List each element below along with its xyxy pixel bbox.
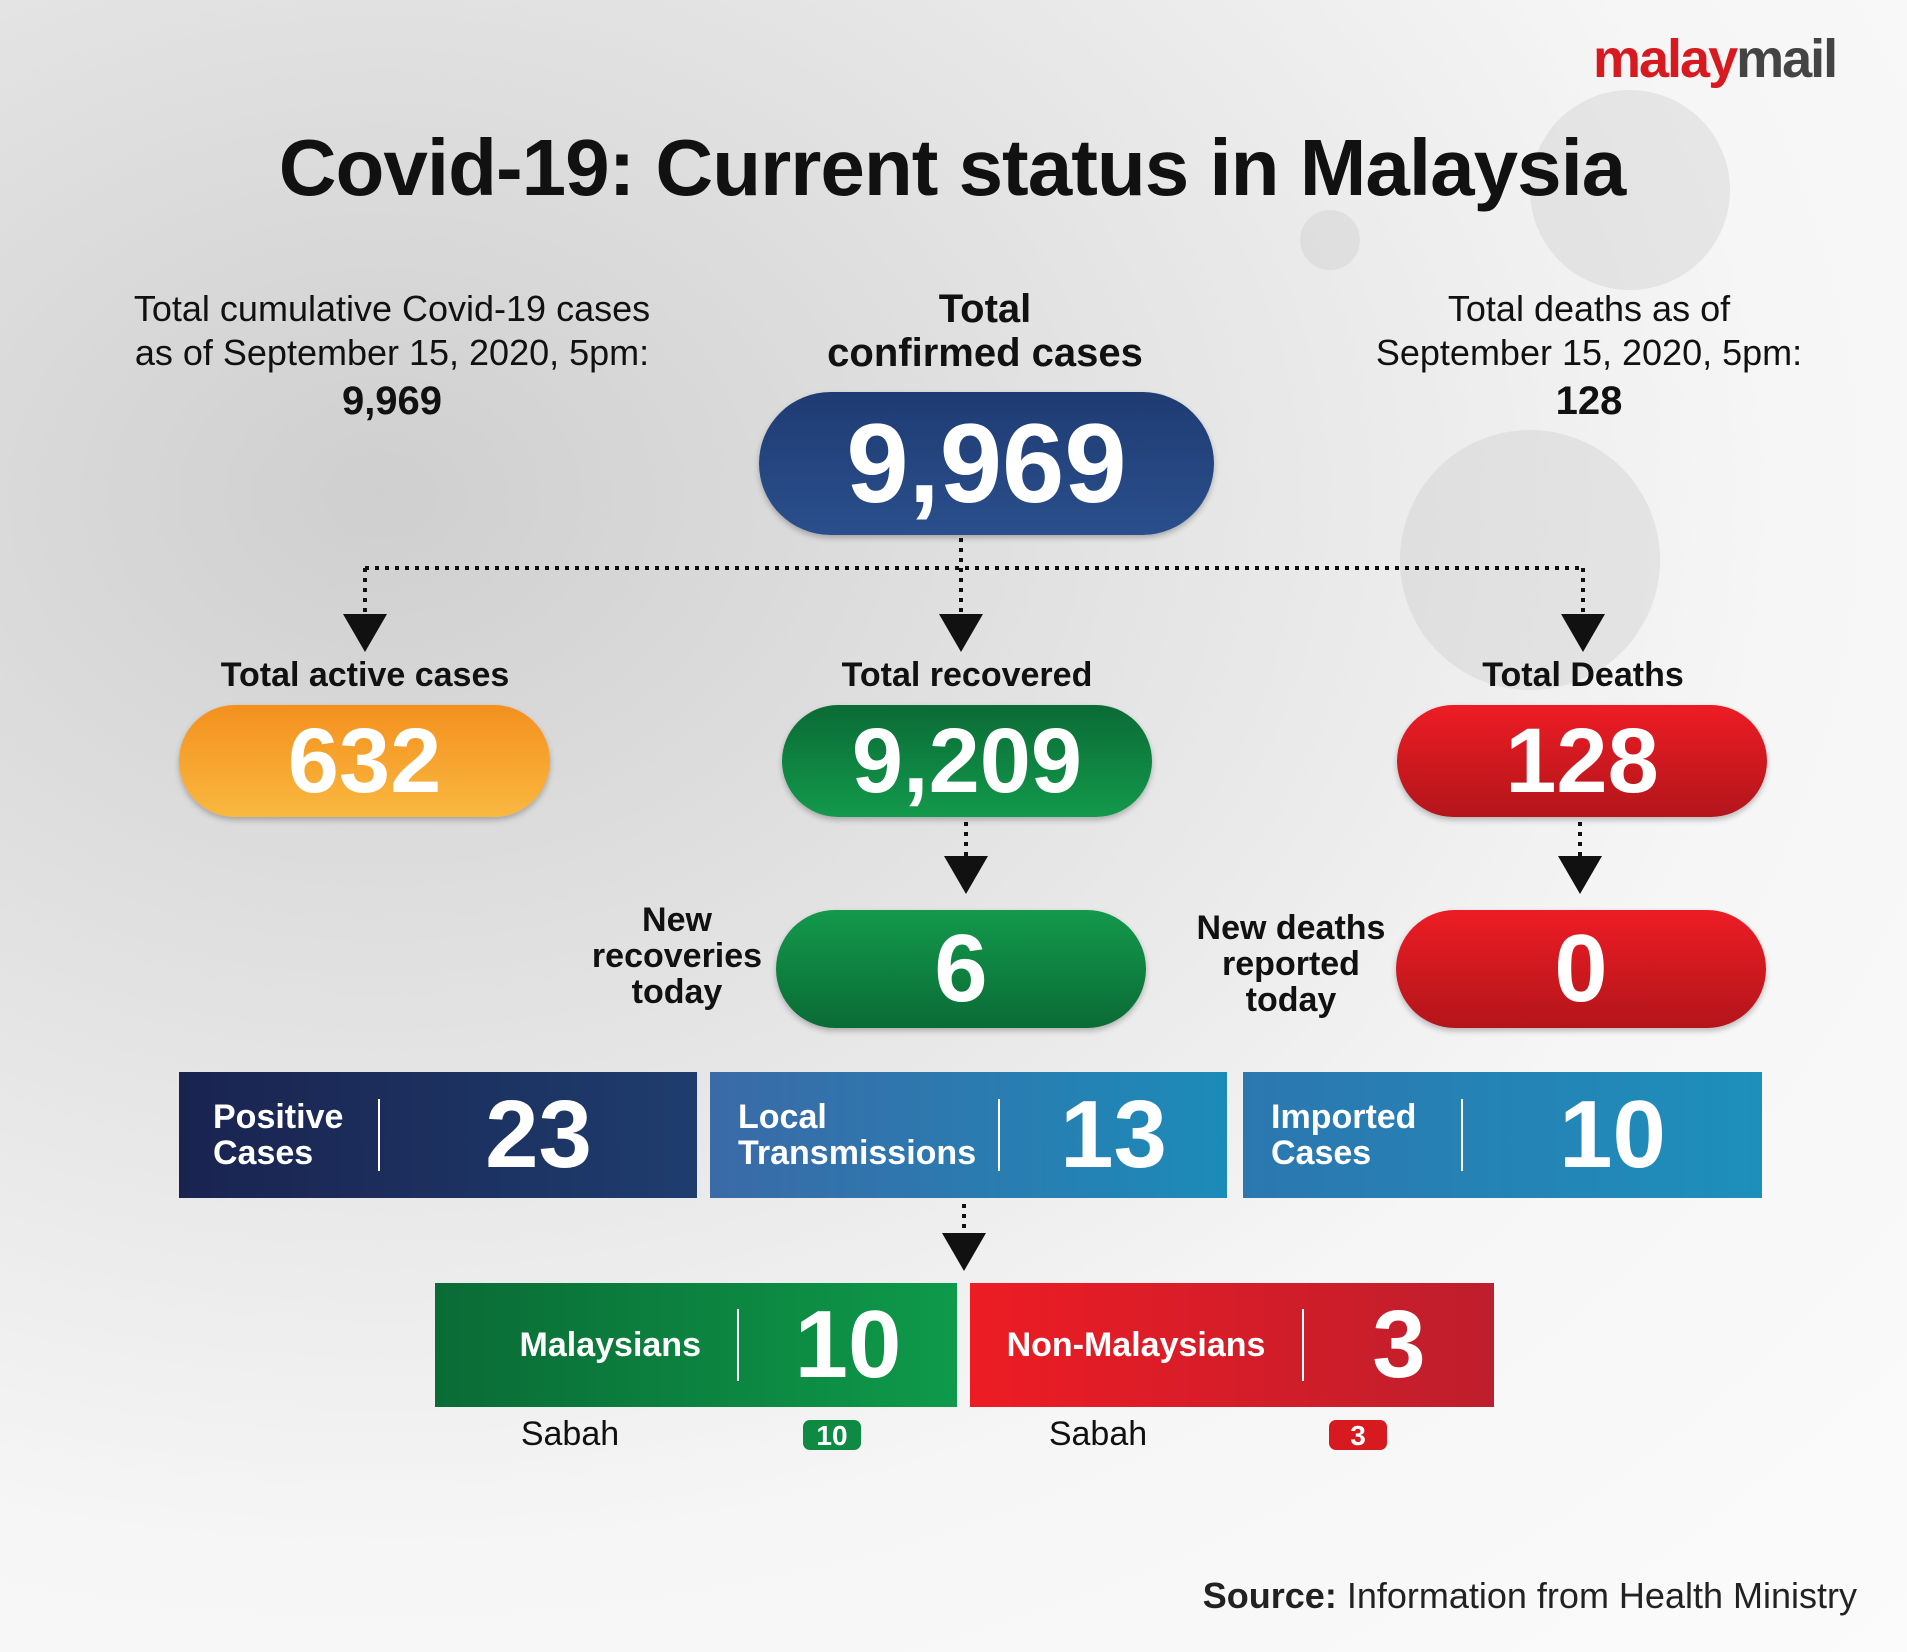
- case-box: Positive Cases 23: [179, 1072, 697, 1198]
- label-line: confirmed cases: [827, 331, 1143, 375]
- source-text: Information from Health Ministry: [1346, 1575, 1857, 1616]
- box-value: 13: [1060, 1081, 1167, 1188]
- new-deaths-value: 0: [1396, 910, 1766, 1028]
- confirmed-value: 9,969: [759, 392, 1214, 535]
- label-line: New deaths: [1196, 909, 1386, 947]
- recovered-label: Total recovered: [841, 656, 1093, 694]
- deaths-value: 128: [1397, 705, 1767, 817]
- region-label: Sabah: [520, 1415, 620, 1453]
- note-line: September 15, 2020, 5pm:: [1375, 332, 1803, 373]
- decor-circle: [1400, 430, 1660, 690]
- note-line: as of September 15, 2020, 5pm:: [134, 332, 650, 373]
- deaths-label: Total Deaths: [1482, 656, 1684, 694]
- local-box: Non-Malaysians 3: [970, 1283, 1494, 1407]
- box-value: 3: [1372, 1291, 1426, 1398]
- decor-circle: [1530, 90, 1730, 290]
- case-box: Local Transmissions 13: [710, 1072, 1227, 1198]
- label-line: reported: [1222, 945, 1360, 983]
- box-label: Local: [738, 1098, 827, 1136]
- box-label: Transmissions: [738, 1134, 977, 1172]
- decor-circle: [1300, 210, 1360, 270]
- box-label: Cases: [213, 1134, 314, 1172]
- label-line: Total: [938, 287, 1032, 331]
- label-line: New: [642, 901, 712, 939]
- box-value: 23: [485, 1081, 592, 1188]
- new-deaths-label: New deaths reported today: [1197, 910, 1386, 1018]
- note-line: Total cumulative Covid-19 cases: [133, 288, 651, 329]
- box-label: Non-Malaysians: [1006, 1326, 1266, 1364]
- case-box: Imported Cases 10: [1243, 1072, 1762, 1198]
- box-label: Cases: [1271, 1134, 1372, 1172]
- note-value: 128: [1555, 379, 1623, 423]
- confirmed-label: Total confirmed cases: [827, 287, 1143, 375]
- note-value: 9,969: [341, 379, 443, 423]
- new-recoveries-label: New recoveries today: [592, 902, 762, 1010]
- box-label: Positive: [213, 1098, 344, 1136]
- local-box: Malaysians 10: [435, 1283, 957, 1407]
- title: Covid-19: Current status in Malaysia: [278, 123, 1627, 212]
- new-recoveries-value: 6: [776, 910, 1146, 1028]
- label-line: today: [631, 973, 723, 1011]
- left-note: Total cumulative Covid-19 cases as of Se…: [134, 287, 650, 423]
- source-label: Source:: [1202, 1575, 1337, 1616]
- box-value: 10: [1559, 1081, 1666, 1188]
- region-value: 3: [1329, 1420, 1387, 1451]
- logo-part: mail: [1736, 29, 1838, 89]
- source: Source: Information from Health Ministry: [1203, 1575, 1857, 1617]
- right-note: Total deaths as of September 15, 2020, 5…: [1376, 287, 1802, 423]
- active-value: 632: [179, 705, 550, 817]
- box-label: Malaysians: [519, 1326, 701, 1364]
- label-line: recoveries: [591, 937, 763, 975]
- region-label: Sabah: [1048, 1415, 1148, 1453]
- logo: malaymail: [1593, 28, 1838, 90]
- box-label: Imported: [1271, 1098, 1417, 1136]
- box-value: 10: [794, 1291, 902, 1398]
- logo-part: malay: [1593, 29, 1738, 89]
- region-value: 10: [803, 1420, 861, 1451]
- note-line: Total deaths as of: [1447, 288, 1731, 329]
- label-line: today: [1245, 981, 1337, 1019]
- recovered-value: 9,209: [782, 705, 1152, 817]
- active-label: Total active cases: [220, 656, 510, 694]
